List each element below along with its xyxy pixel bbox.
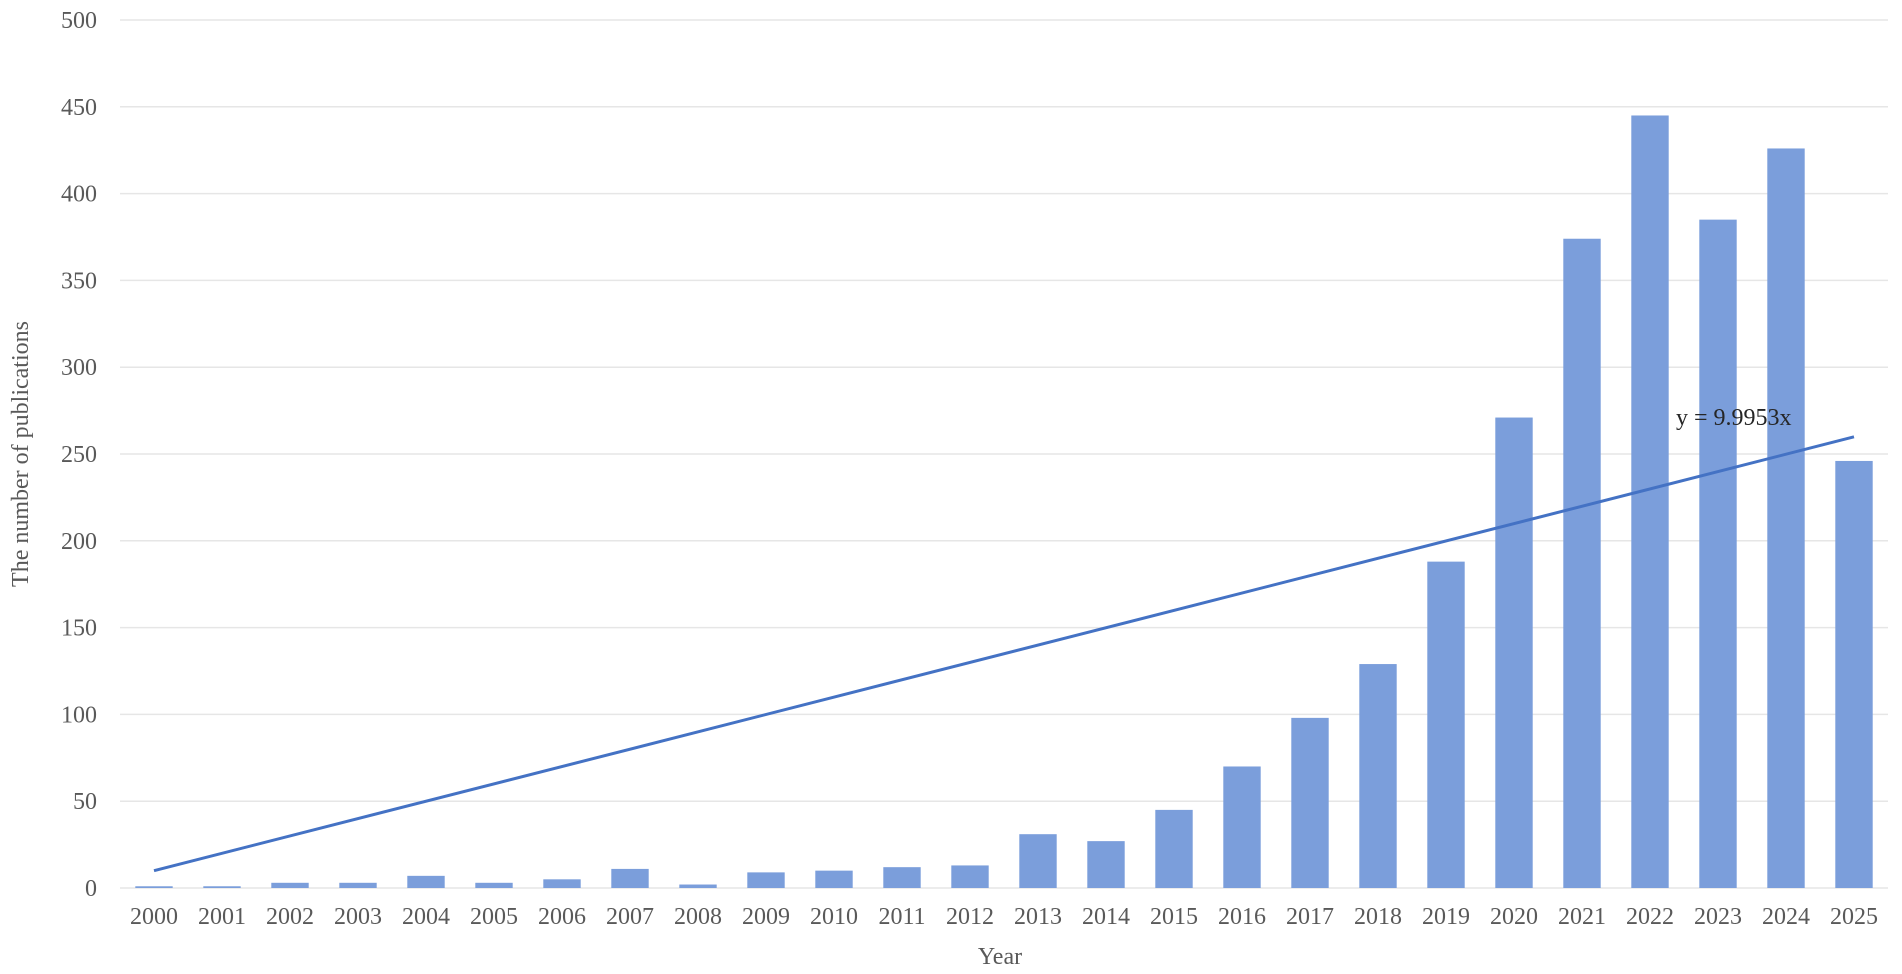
trendline-label: y = 9.9953x xyxy=(1676,405,1792,431)
x-tick-label: 2021 xyxy=(1558,904,1606,930)
y-tick-label: 150 xyxy=(61,616,97,642)
bar-2023 xyxy=(1699,219,1737,888)
bar-2019 xyxy=(1427,561,1465,888)
bar-2003 xyxy=(339,882,377,888)
x-tick-label: 2004 xyxy=(402,904,450,930)
y-tick-label: 450 xyxy=(61,95,97,121)
x-tick-label: 2012 xyxy=(946,904,994,930)
x-tick-label: 2019 xyxy=(1422,904,1470,930)
bar-2007 xyxy=(611,868,649,888)
y-tick-label: 0 xyxy=(85,876,97,902)
x-tick-label: 2020 xyxy=(1490,904,1538,930)
x-tick-label: 2015 xyxy=(1150,904,1198,930)
bar-2011 xyxy=(883,867,921,888)
bar-2021 xyxy=(1563,238,1601,889)
x-tick-label: 2017 xyxy=(1286,904,1334,930)
y-axis-ticks: 0 50 100 150 200 250 300 350 400 450 500 xyxy=(61,8,97,902)
x-tick-label: 2009 xyxy=(742,904,790,930)
x-tick-label: 2013 xyxy=(1014,904,1062,930)
y-tick-label: 200 xyxy=(61,529,97,555)
x-tick-label: 2002 xyxy=(266,904,314,930)
x-axis-ticks: 2000 2001 2002 2003 2004 2005 2006 2007 2008 2009… xyxy=(130,904,1878,930)
x-tick-label: 2008 xyxy=(674,904,722,930)
bar-2002 xyxy=(271,882,309,888)
bar-2013 xyxy=(1019,834,1057,888)
bar-2022 xyxy=(1631,115,1669,889)
x-axis-title: Year xyxy=(978,944,1022,970)
bar-2015 xyxy=(1155,809,1193,888)
x-tick-label: 2010 xyxy=(810,904,858,930)
bar-2000 xyxy=(135,886,173,888)
y-axis-title: The number of publications xyxy=(8,321,34,587)
bar-2008 xyxy=(679,884,717,888)
x-tick-label: 2000 xyxy=(130,904,178,930)
x-tick-label: 2007 xyxy=(606,904,654,930)
y-tick-label: 50 xyxy=(73,789,97,815)
bar-2004 xyxy=(407,875,445,888)
bar-2010 xyxy=(815,870,853,888)
x-tick-label: 2022 xyxy=(1626,904,1674,930)
trendline xyxy=(153,435,1855,873)
bar-2009 xyxy=(747,872,785,888)
x-tick-label: 2014 xyxy=(1082,904,1130,930)
y-tick-label: 500 xyxy=(61,8,97,34)
x-tick-label: 2005 xyxy=(470,904,518,930)
x-tick-label: 2024 xyxy=(1762,904,1810,930)
x-tick-label: 2023 xyxy=(1694,904,1742,930)
bar-series xyxy=(135,115,1873,889)
bar-2018 xyxy=(1359,664,1397,888)
y-tick-label: 350 xyxy=(61,268,97,294)
bar-2016 xyxy=(1223,766,1261,888)
x-tick-label: 2006 xyxy=(538,904,586,930)
x-tick-label: 2003 xyxy=(334,904,382,930)
x-tick-label: 2016 xyxy=(1218,904,1266,930)
x-tick-label: 2011 xyxy=(878,904,925,930)
bar-2025 xyxy=(1835,460,1873,888)
bar-2020 xyxy=(1495,417,1533,888)
bar-2024 xyxy=(1767,148,1805,889)
y-tick-label: 400 xyxy=(61,182,97,208)
x-tick-label: 2001 xyxy=(198,904,246,930)
gridlines xyxy=(120,19,1888,889)
bar-2014 xyxy=(1087,841,1125,888)
bar-2005 xyxy=(475,882,513,888)
x-tick-label: 2025 xyxy=(1830,904,1878,930)
bar-2012 xyxy=(951,865,989,888)
bar-2006 xyxy=(543,879,581,888)
y-tick-label: 300 xyxy=(61,355,97,381)
bar-2017 xyxy=(1291,717,1329,888)
y-tick-label: 250 xyxy=(61,442,97,468)
x-tick-label: 2018 xyxy=(1354,904,1402,930)
bar-2001 xyxy=(203,886,241,888)
y-tick-label: 100 xyxy=(61,702,97,728)
